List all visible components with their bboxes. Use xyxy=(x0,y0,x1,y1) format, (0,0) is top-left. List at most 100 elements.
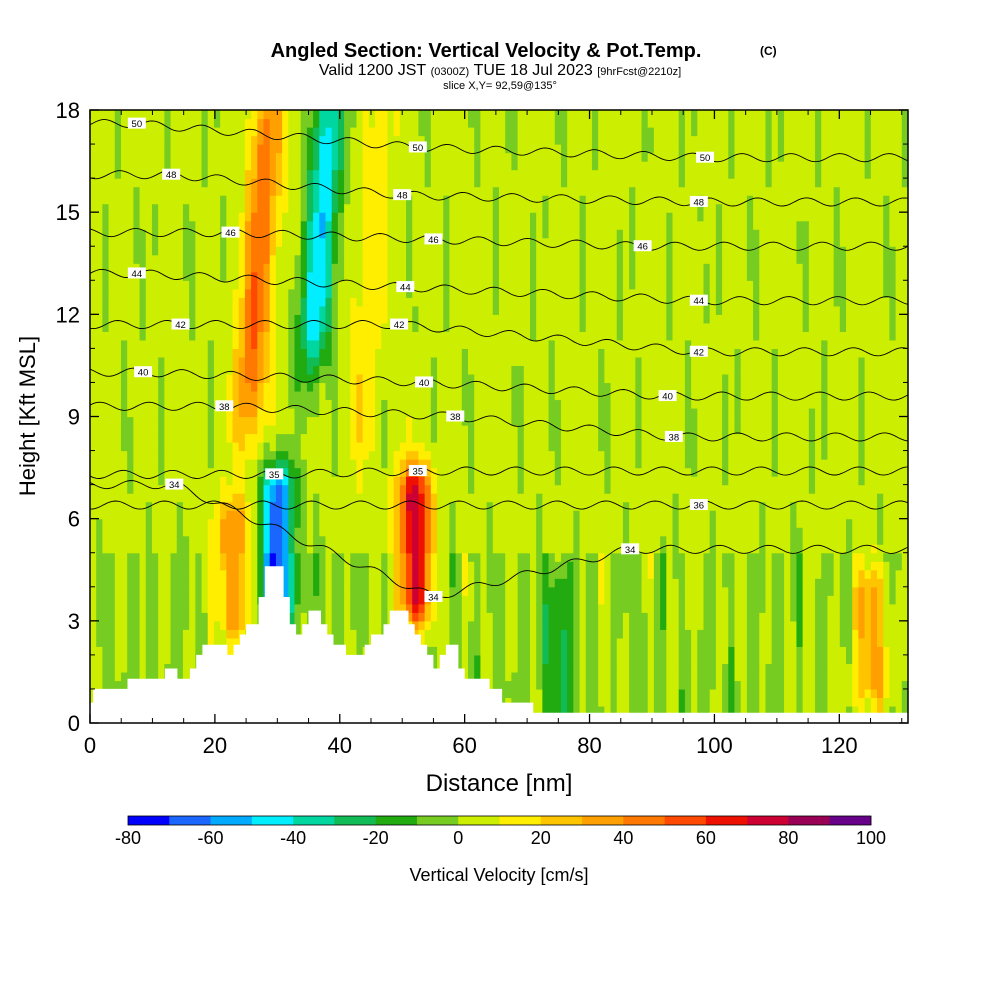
field-cell xyxy=(220,339,227,349)
field-cell xyxy=(306,373,314,384)
field-cell xyxy=(244,552,252,562)
field-cell xyxy=(108,450,116,460)
field-cell xyxy=(158,595,165,605)
field-cell xyxy=(387,382,395,392)
field-cell xyxy=(114,203,122,213)
field-cell xyxy=(145,110,153,120)
field-cell xyxy=(151,569,159,579)
field-cell xyxy=(492,501,500,511)
field-cell xyxy=(455,203,463,213)
field-cell xyxy=(120,254,128,264)
field-cell xyxy=(195,212,203,222)
field-cell xyxy=(393,237,401,247)
field-cell xyxy=(319,433,327,443)
field-cell xyxy=(362,186,370,196)
field-cell xyxy=(468,263,475,273)
field-cell xyxy=(201,476,209,486)
field-cell xyxy=(486,518,494,528)
field-cell xyxy=(189,578,196,588)
field-cell xyxy=(350,127,358,137)
field-cell xyxy=(195,637,203,647)
field-cell xyxy=(505,595,512,605)
field-cell xyxy=(325,127,333,137)
field-cell xyxy=(294,425,302,435)
field-cell xyxy=(424,212,432,222)
field-cell xyxy=(455,237,463,247)
field-cell xyxy=(120,510,128,520)
field-cell xyxy=(319,135,327,145)
field-cell xyxy=(300,552,308,562)
field-cell xyxy=(102,186,110,196)
field-cell xyxy=(114,680,122,690)
field-cell xyxy=(108,646,116,656)
field-cell xyxy=(151,152,159,162)
field-cell xyxy=(213,493,221,503)
field-cell xyxy=(263,161,271,171)
field-cell xyxy=(337,288,345,298)
field-cell xyxy=(344,390,351,401)
field-cell xyxy=(108,110,116,120)
field-cell xyxy=(443,297,451,307)
field-cell xyxy=(226,407,234,418)
field-cell xyxy=(430,186,438,196)
field-cell xyxy=(430,280,438,290)
field-cell xyxy=(294,203,302,213)
field-cell xyxy=(337,305,345,315)
field-cell xyxy=(127,561,134,571)
field-cell xyxy=(145,161,153,171)
field-cell xyxy=(517,663,525,673)
field-cell xyxy=(350,271,358,281)
field-cell xyxy=(164,348,172,358)
field-cell xyxy=(114,407,122,418)
field-cell xyxy=(387,450,395,460)
field-cell xyxy=(213,501,221,511)
field-cell xyxy=(145,459,153,469)
field-cell xyxy=(238,314,246,324)
field-cell xyxy=(393,288,401,298)
field-cell xyxy=(344,186,351,196)
field-cell xyxy=(480,373,488,384)
field-cell xyxy=(368,544,376,554)
field-cell xyxy=(133,382,141,392)
field-cell xyxy=(282,373,289,384)
field-cell xyxy=(368,390,376,401)
field-cell xyxy=(319,459,327,469)
field-cell xyxy=(344,339,351,349)
field-cell xyxy=(114,348,122,358)
field-cell xyxy=(399,433,407,443)
field-cell xyxy=(226,339,234,349)
field-cell xyxy=(368,118,376,128)
field-cell xyxy=(393,484,401,494)
field-cell xyxy=(288,127,296,137)
field-cell xyxy=(164,501,172,511)
field-cell xyxy=(331,169,339,179)
field-cell xyxy=(399,552,407,562)
field-cell xyxy=(461,671,469,682)
field-cell xyxy=(499,263,506,273)
field-cell xyxy=(381,322,389,332)
field-cell xyxy=(499,552,506,562)
field-cell xyxy=(288,603,296,613)
field-cell xyxy=(511,178,519,188)
field-cell xyxy=(275,544,283,554)
field-cell xyxy=(294,578,302,588)
field-cell xyxy=(244,476,252,486)
field-cell xyxy=(127,297,134,307)
field-cell xyxy=(375,467,382,477)
field-cell xyxy=(362,169,370,179)
field-cell xyxy=(455,297,463,307)
field-cell xyxy=(133,416,141,426)
field-cell xyxy=(375,203,382,213)
field-cell xyxy=(207,578,215,588)
field-cell xyxy=(195,169,203,179)
field-cell xyxy=(412,459,420,469)
field-cell xyxy=(127,254,134,264)
field-cell xyxy=(375,186,382,196)
field-cell xyxy=(325,288,333,298)
field-cell xyxy=(337,135,345,145)
field-cell xyxy=(189,135,196,145)
field-cell xyxy=(158,254,165,264)
field-cell xyxy=(263,518,271,528)
field-cell xyxy=(133,135,141,145)
field-cell xyxy=(127,331,134,341)
